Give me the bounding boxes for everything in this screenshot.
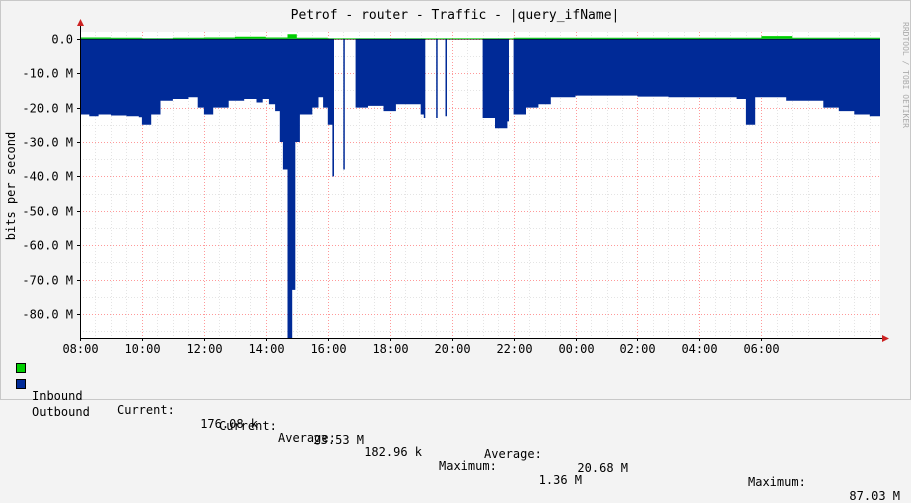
y-tick-label: -40.0 M	[22, 170, 73, 184]
inbound-maximum-label: Maximum:	[439, 459, 497, 473]
y-tick-label: -60.0 M	[22, 239, 73, 253]
legend-inbound: Inbound Current: 176.08 k Average: 182.9…	[16, 361, 582, 487]
outbound-average-label: Average:	[484, 447, 542, 461]
x-tick-label: 10:00	[124, 342, 160, 356]
x-tick-label: 08:00	[62, 342, 98, 356]
y-axis-arrow	[77, 19, 84, 26]
outbound-label: Outbound	[32, 405, 90, 419]
axes-layer: 0.0 -10.0 M -20.0 M -30.0 M -40.0 M -50.0 M -6…	[22, 19, 889, 356]
x-tick-label: 18:00	[372, 342, 408, 356]
y-tick-label: -80.0 M	[22, 308, 73, 322]
inbound-maximum-value: 1.36 M	[538, 473, 582, 487]
rrdtool-watermark: RRDTOOL / TOBI OETIKER	[901, 22, 910, 128]
area-inbound	[80, 34, 880, 39]
outbound-swatch	[16, 379, 26, 389]
y-tick-label: -10.0 M	[22, 67, 73, 81]
outbound-maximum-value: 87.03 M	[849, 489, 900, 503]
x-tick-label: 00:00	[558, 342, 594, 356]
legend-outbound: Outbound Current: 23.53 M Average: 20.68…	[16, 377, 906, 503]
outbound-maximum-label: Maximum:	[748, 475, 806, 489]
y-tick-label: -20.0 M	[22, 102, 73, 116]
inbound-current-label: Current:	[117, 403, 175, 417]
x-tick-label: 16:00	[310, 342, 346, 356]
outbound-current-value: 23.53 M	[313, 433, 364, 447]
y-tick-label: -50.0 M	[22, 205, 73, 219]
x-tick-label: 14:00	[248, 342, 284, 356]
y-tick-label: -70.0 M	[22, 274, 73, 288]
x-tick-label: 20:00	[434, 342, 470, 356]
y-tick-label: 0.0	[51, 33, 73, 47]
series-layer	[80, 34, 880, 339]
traffic-chart: 0.0 -10.0 M -20.0 M -30.0 M -40.0 M -50.0 M -6…	[4, 8, 910, 356]
area-outbound	[80, 38, 880, 339]
outbound-current-label: Current:	[219, 419, 277, 433]
inbound-swatch	[16, 363, 26, 373]
inbound-label: Inbound	[32, 389, 83, 403]
inbound-average-value: 182.96 k	[364, 445, 422, 459]
x-axis-arrow	[882, 335, 889, 342]
chart-title: Petrof - router - Traffic - |query_ifNam…	[291, 8, 620, 23]
x-tick-label: 12:00	[186, 342, 222, 356]
outbound-average-value: 20.68 M	[577, 461, 628, 475]
x-tick-label: 06:00	[743, 342, 779, 356]
x-tick-label: 02:00	[619, 342, 655, 356]
y-tick-label: -30.0 M	[22, 136, 73, 150]
y-axis-label: bits per second	[4, 132, 18, 240]
x-tick-label: 04:00	[681, 342, 717, 356]
x-tick-label: 22:00	[496, 342, 532, 356]
